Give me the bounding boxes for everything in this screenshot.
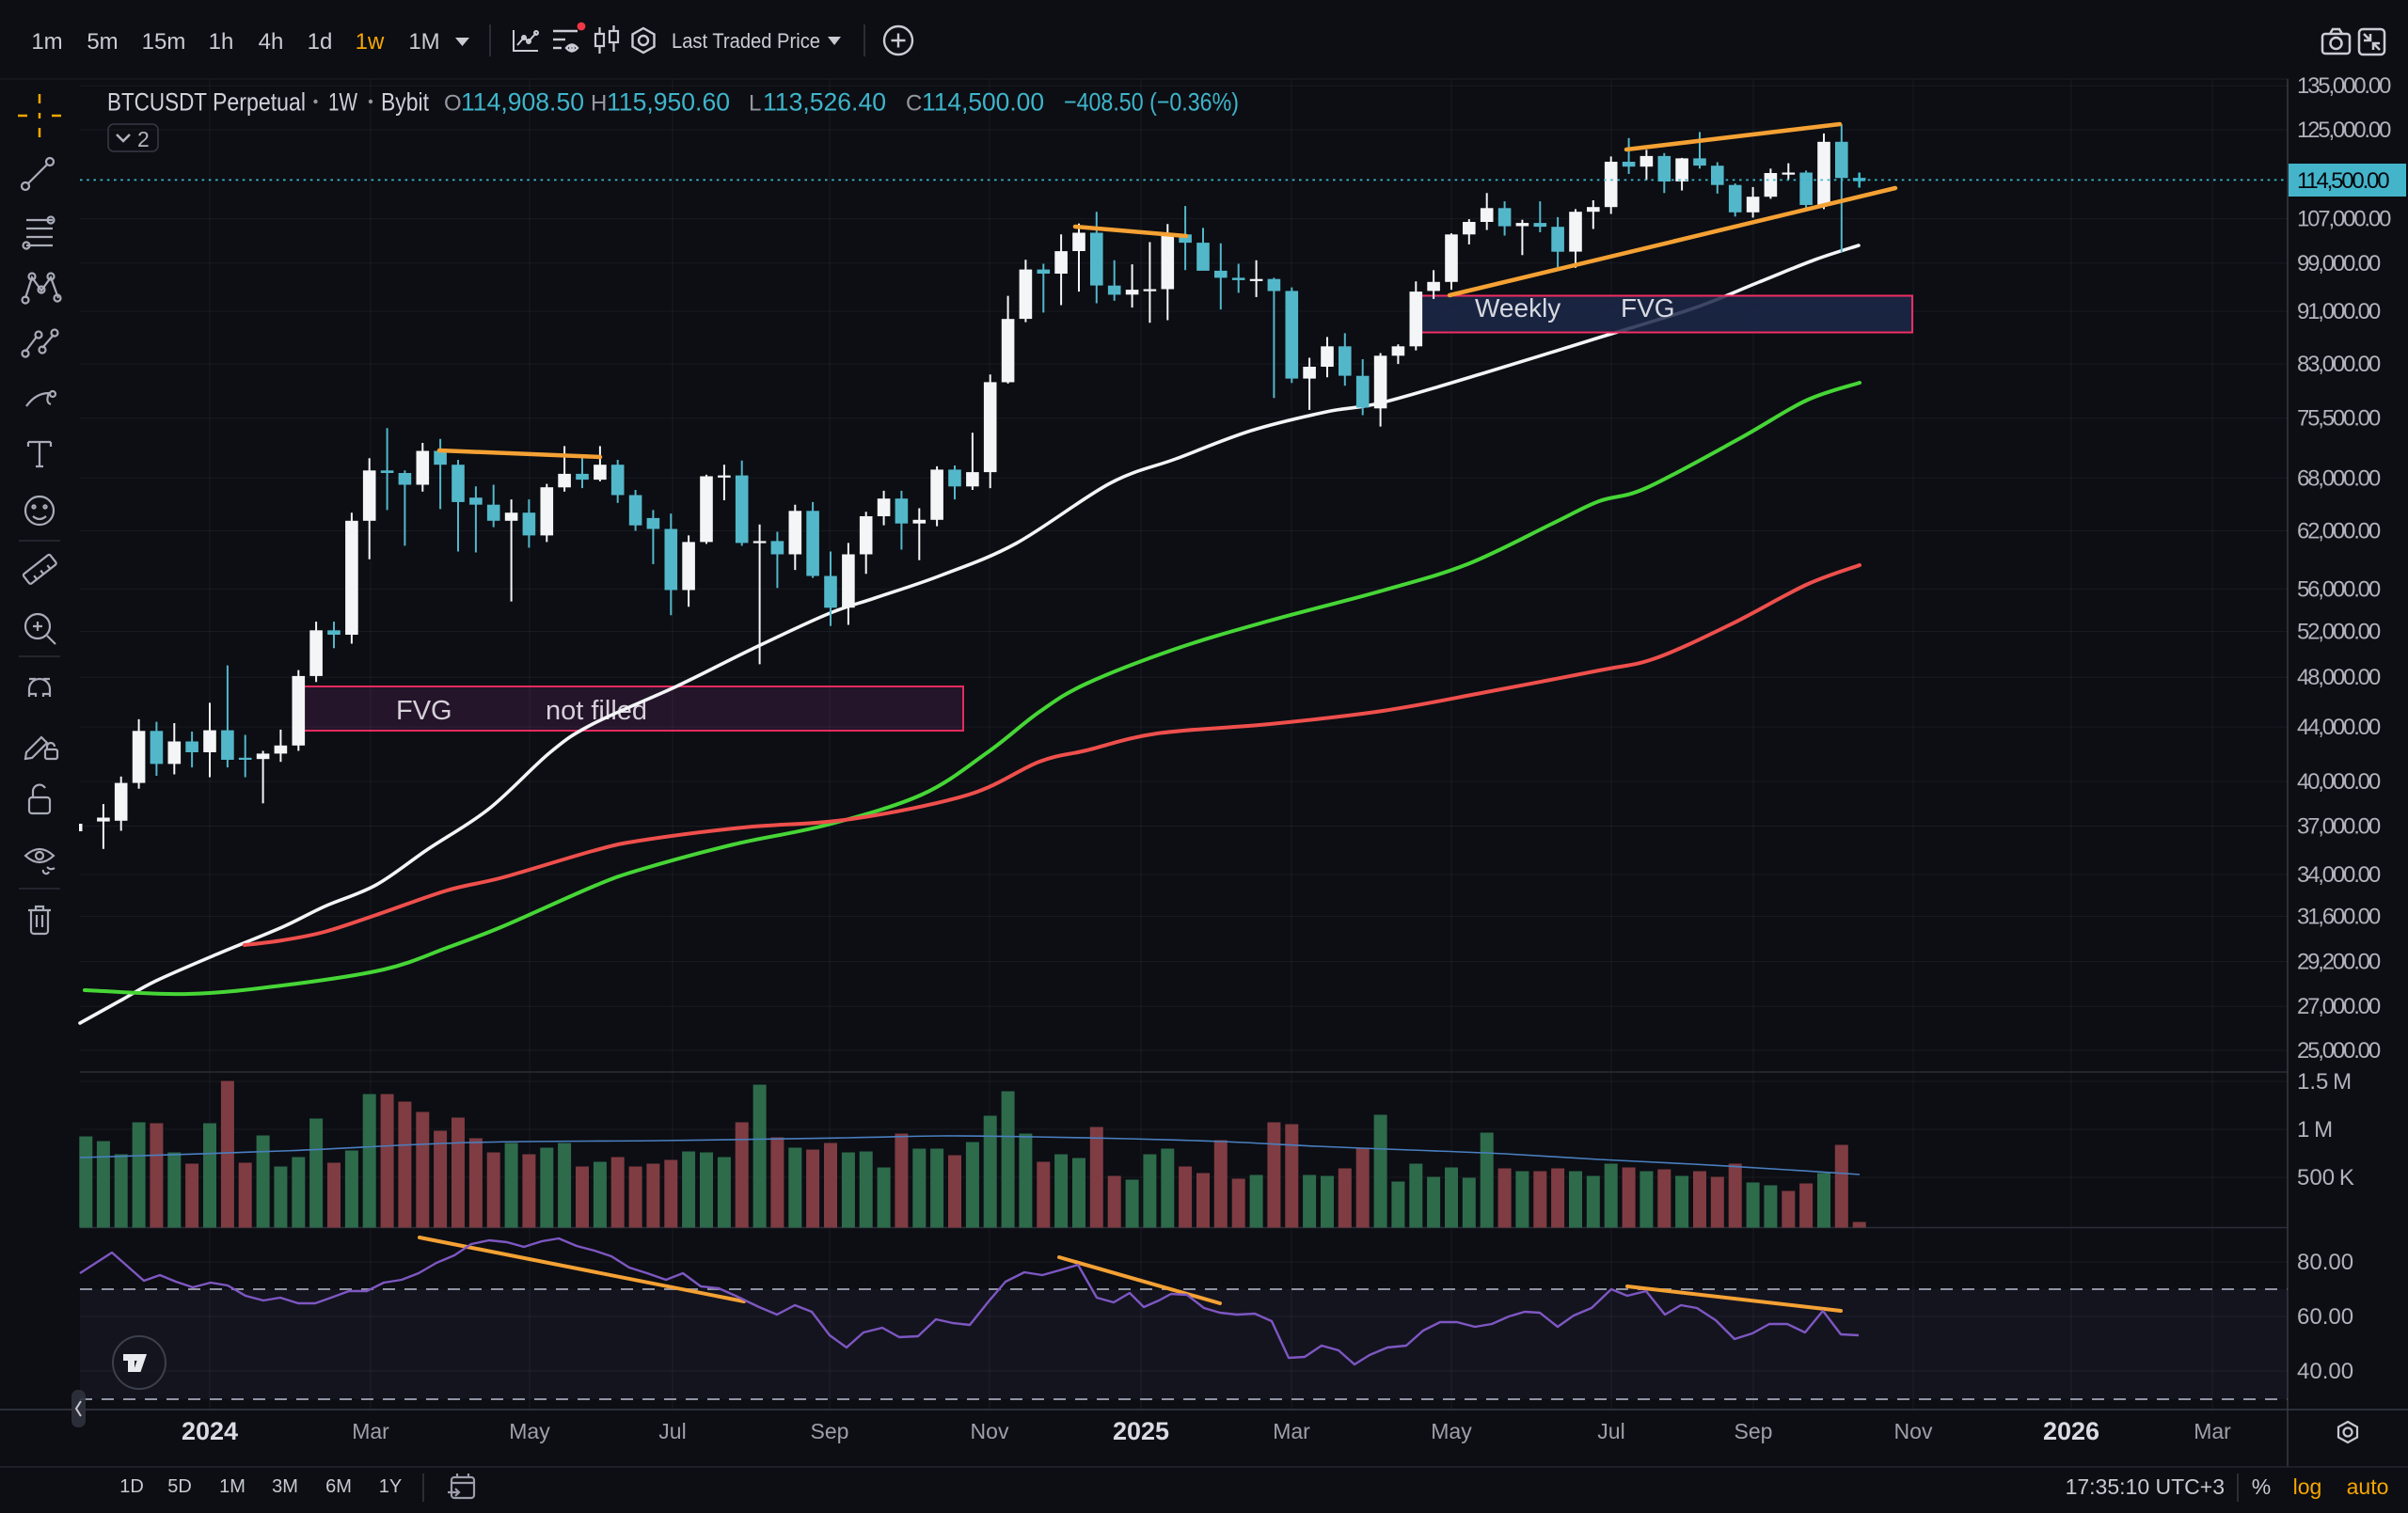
svg-text:1d: 1d: [308, 29, 333, 55]
svg-text:BTCUSDT: BTCUSDT: [107, 88, 207, 117]
svg-text:500 K: 500 K: [2297, 1165, 2354, 1190]
svg-text:1m: 1m: [31, 29, 62, 55]
svg-text:log: log: [2293, 1474, 2322, 1499]
svg-text:1M: 1M: [408, 29, 439, 55]
svg-text:44,000.00: 44,000.00: [2297, 715, 2381, 740]
svg-text:Bybit: Bybit: [381, 88, 429, 117]
svg-text:Sep: Sep: [1735, 1419, 1773, 1443]
svg-text:6M: 6M: [325, 1476, 352, 1497]
svg-text:52,000.00: 52,000.00: [2297, 620, 2381, 645]
svg-text:29,200.00: 29,200.00: [2297, 950, 2381, 975]
svg-text:37,000.00: 37,000.00: [2297, 814, 2381, 840]
svg-text:40,000.00: 40,000.00: [2297, 769, 2381, 795]
svg-text:27,000.00: 27,000.00: [2297, 994, 2381, 1019]
svg-text:1 M: 1 M: [2297, 1117, 2333, 1143]
svg-text:31,600.00: 31,600.00: [2297, 905, 2381, 930]
svg-text:17:35:10 UTC+3: 17:35:10 UTC+3: [2066, 1474, 2225, 1499]
svg-text:Perpetual: Perpetual: [213, 88, 306, 117]
svg-text:Mar: Mar: [2194, 1419, 2231, 1443]
svg-text:May: May: [1431, 1419, 1472, 1443]
svg-text:auto: auto: [2347, 1474, 2389, 1499]
svg-text:56,000.00: 56,000.00: [2297, 576, 2381, 602]
svg-text:2024: 2024: [182, 1417, 238, 1445]
svg-text:114,908.50: 114,908.50: [461, 88, 584, 117]
svg-text:1h: 1h: [209, 29, 234, 55]
svg-text:80.00: 80.00: [2297, 1250, 2353, 1275]
svg-text:1w: 1w: [356, 29, 385, 55]
svg-text:Jul: Jul: [658, 1419, 686, 1443]
svg-text:4h: 4h: [259, 29, 284, 55]
svg-text:1M: 1M: [219, 1476, 246, 1497]
svg-text:2: 2: [137, 127, 150, 151]
svg-text:2026: 2026: [2043, 1417, 2099, 1445]
svg-text:Nov: Nov: [1894, 1419, 1933, 1443]
svg-text:Last Traded Price: Last Traded Price: [672, 29, 820, 53]
svg-text:C: C: [906, 91, 922, 117]
svg-text:1Y: 1Y: [379, 1476, 402, 1497]
svg-text:113,526.40: 113,526.40: [763, 88, 886, 117]
svg-text:Jul: Jul: [1597, 1419, 1624, 1443]
svg-text:135,000.00: 135,000.00: [2297, 73, 2391, 99]
svg-text:125,000.00: 125,000.00: [2297, 118, 2391, 143]
svg-text:115,950.60: 115,950.60: [607, 88, 730, 117]
svg-text:60.00: 60.00: [2297, 1304, 2353, 1330]
svg-text:Mar: Mar: [1273, 1419, 1310, 1443]
svg-text:99,000.00: 99,000.00: [2297, 251, 2381, 276]
svg-text:114,500.00: 114,500.00: [2297, 168, 2389, 194]
svg-text:68,000.00: 68,000.00: [2297, 465, 2381, 491]
svg-text:5m: 5m: [87, 29, 118, 55]
svg-text:1.5 M: 1.5 M: [2297, 1069, 2352, 1095]
svg-text:Sep: Sep: [811, 1419, 849, 1443]
svg-text:3M: 3M: [272, 1476, 298, 1497]
svg-text:L: L: [749, 91, 761, 117]
svg-text:107,000.00: 107,000.00: [2297, 207, 2391, 232]
svg-text:Weekly: Weekly: [1475, 293, 1560, 323]
svg-text:%: %: [2252, 1474, 2271, 1499]
svg-text:2025: 2025: [1113, 1417, 1169, 1445]
svg-text:−408.50 (−0.36%): −408.50 (−0.36%): [1064, 88, 1239, 117]
svg-text:91,000.00: 91,000.00: [2297, 299, 2381, 324]
svg-text:FVG: FVG: [1621, 293, 1675, 323]
svg-text:May: May: [509, 1419, 550, 1443]
svg-text:34,000.00: 34,000.00: [2297, 862, 2381, 888]
svg-text:H: H: [591, 91, 607, 117]
svg-text:15m: 15m: [142, 29, 186, 55]
svg-text:114,500.00: 114,500.00: [922, 88, 1044, 117]
svg-text:O: O: [444, 91, 462, 117]
svg-text:75,500.00: 75,500.00: [2297, 406, 2381, 432]
svg-text:83,000.00: 83,000.00: [2297, 352, 2381, 377]
svg-text:FVG: FVG: [396, 696, 452, 726]
svg-text:1W: 1W: [328, 88, 357, 117]
svg-text:1D: 1D: [119, 1476, 144, 1497]
svg-text:40.00: 40.00: [2297, 1359, 2353, 1384]
svg-text:Nov: Nov: [971, 1419, 1009, 1443]
svg-text:5D: 5D: [167, 1476, 192, 1497]
svg-text:Mar: Mar: [352, 1419, 389, 1443]
svg-text:48,000.00: 48,000.00: [2297, 665, 2381, 690]
svg-text:62,000.00: 62,000.00: [2297, 519, 2381, 544]
svg-text:25,000.00: 25,000.00: [2297, 1038, 2381, 1064]
